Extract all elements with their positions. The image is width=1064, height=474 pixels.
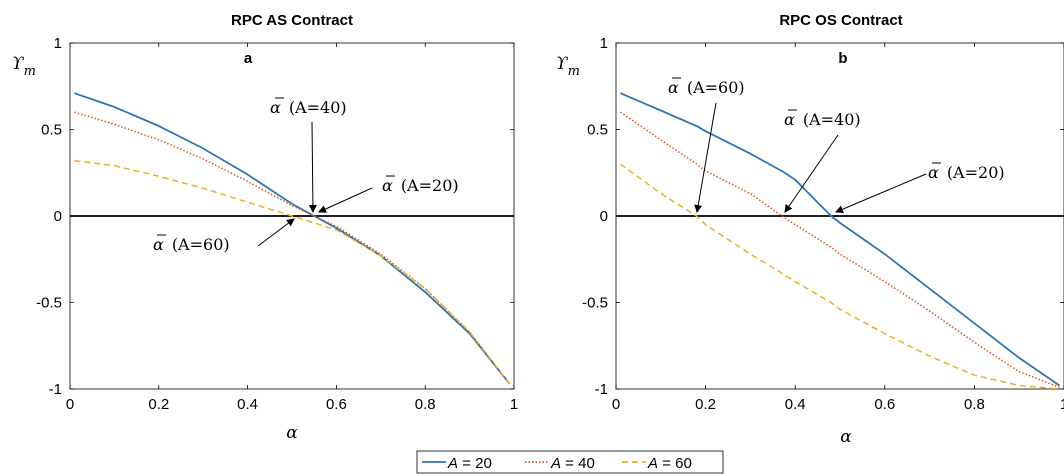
x-axis-label-b: α [840, 427, 852, 447]
series-line-1 [620, 92, 1061, 387]
alpha-bar-symbol: α [270, 98, 281, 117]
y-axis-label-sub-a: m [24, 64, 36, 79]
annotation-a-20: α (A=20) [318, 175, 459, 213]
x-tick-label: 0 [66, 396, 74, 413]
annotation-label: (A=20) [947, 163, 1005, 182]
x-tick-label: 0.2 [695, 396, 716, 413]
ticks-b: 0 0.2 0.4 0.6 0.8 1 -1 -0.5 0 0.5 1 [582, 35, 1064, 413]
legend-entry-1: A = 20 [447, 455, 492, 472]
chart-title-a: RPC AS Contract [231, 12, 353, 29]
series-line-3 [620, 163, 1060, 389]
x-tick-label: 0 [612, 396, 620, 413]
alpha-bar-symbol: α [382, 176, 393, 195]
x-axis-label-a: α [286, 423, 298, 443]
panel-a: RPC AS Contract 0 0.2 0.4 0.6 0.8 1 -1 -0.5 0 0.5… [12, 12, 518, 443]
svg-text:α(A=40): α (A=40) [270, 98, 347, 117]
annotation-a-40: α (A=40) [270, 97, 347, 213]
series-a [74, 92, 511, 385]
x-tick-label: 0.6 [874, 396, 895, 413]
panel-label-a: a [244, 50, 253, 67]
x-tick-label: 0.8 [415, 396, 436, 413]
y-tick-label: -1 [49, 381, 62, 398]
series-line-1 [74, 92, 511, 385]
svg-text:α(A=60): α (A=60) [153, 235, 230, 254]
annotation-label: (A=60) [172, 235, 230, 254]
x-tick-label: 0.8 [964, 396, 985, 413]
svg-text:α(A=20): α (A=20) [382, 176, 459, 195]
y-tick-label: 0.5 [41, 122, 62, 139]
panel-label-b: b [838, 50, 847, 67]
annotation-label: (A=60) [687, 78, 745, 97]
y-axis-label-b: ϒm [556, 54, 580, 79]
legend-entry-3: A = 60 [647, 455, 692, 472]
alpha-bar-symbol: α [784, 110, 795, 129]
x-tick-label: 0.6 [326, 396, 347, 413]
y-axis-label-a: ϒm [12, 54, 36, 79]
y-tick-label: 0 [54, 208, 62, 225]
legend-items: A = 20 A = 40 A = 60 [422, 455, 692, 472]
x-tick-label: 0.4 [237, 396, 258, 413]
series-line-2 [74, 111, 511, 385]
legend-box [416, 450, 724, 474]
svg-text:α(A=20): α (A=20) [928, 163, 1005, 182]
y-axis-label-sub-b: m [568, 64, 580, 79]
x-tick-label: 1 [510, 396, 518, 413]
y-tick-label: 0.5 [587, 122, 608, 139]
annotation-b-60: α (A=60) [668, 77, 745, 213]
series-b [620, 92, 1061, 389]
annotation-label: (A=20) [401, 176, 459, 195]
annotation-b-40: α (A=40) [784, 109, 861, 213]
legend-entry-2: A = 40 [550, 455, 595, 472]
annotation-a-60: α (A=60) [153, 218, 295, 254]
chart-title-b: RPC OS Contract [779, 12, 902, 29]
annotation-label: (A=40) [289, 98, 347, 117]
panel-b: RPC OS Contract 0 0.2 0.4 0.6 0.8 1 -1 -0.5 0 0.5… [556, 12, 1064, 447]
svg-text:α(A=60): α (A=60) [668, 78, 745, 97]
y-tick-label: -1 [595, 381, 608, 398]
x-tick-label: 0.2 [148, 396, 169, 413]
y-tick-label: 0 [600, 208, 608, 225]
x-tick-label: 1 [1060, 396, 1064, 413]
y-tick-label: 1 [54, 35, 62, 52]
x-tick-label: 0.4 [785, 396, 806, 413]
alpha-bar-symbol: α [668, 78, 679, 97]
alpha-bar-symbol: α [153, 235, 164, 254]
ticks-a: 0 0.2 0.4 0.6 0.8 1 -1 -0.5 0 0.5 1 [36, 35, 518, 413]
series-line-2 [620, 111, 1060, 388]
legend: A = 20 A = 40 A = 60 [416, 450, 724, 474]
alpha-bar-symbol: α [928, 163, 939, 182]
annotation-b-20: α (A=20) [835, 162, 1005, 213]
y-tick-label: 1 [600, 35, 608, 52]
y-tick-label: -0.5 [36, 295, 62, 312]
svg-text:α(A=40): α (A=40) [784, 110, 861, 129]
annotation-label: (A=40) [803, 110, 861, 129]
y-tick-label: -0.5 [582, 295, 608, 312]
